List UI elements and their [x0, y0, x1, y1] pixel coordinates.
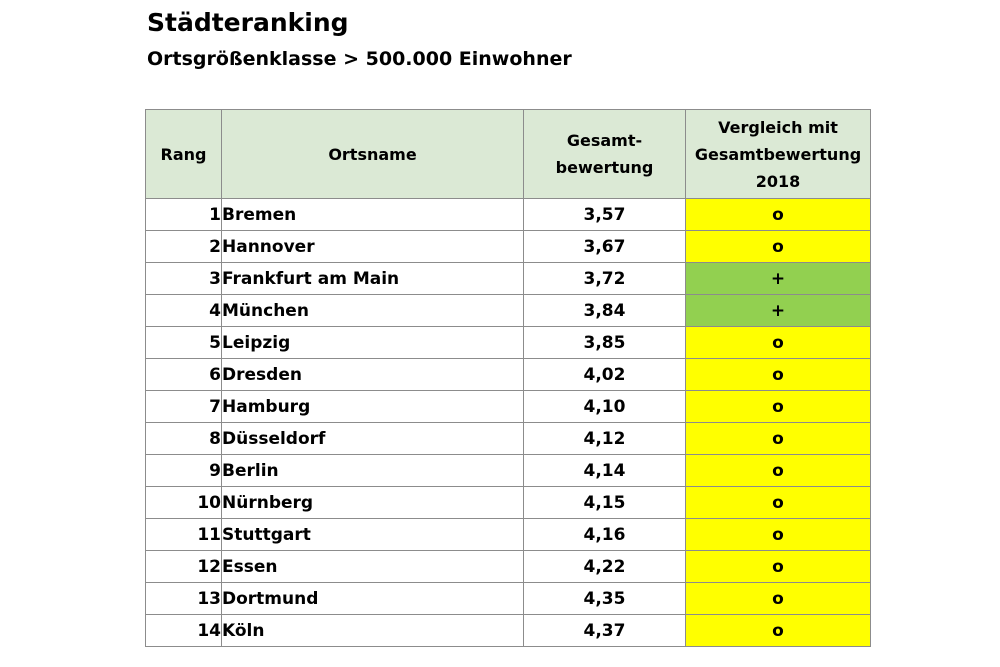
city-name-cell: Dresden [221, 358, 524, 391]
header-score: Gesamt- bewertung [523, 109, 686, 199]
table-row: 11 Stuttgart 4,16 o [145, 518, 871, 551]
comparison-cell: o [685, 614, 871, 647]
city-name-cell: Stuttgart [221, 518, 524, 551]
rank-cell: 3 [145, 262, 222, 295]
rank-cell: 11 [145, 518, 222, 551]
rank-cell: 9 [145, 454, 222, 487]
header-rank-label: Rang [160, 144, 207, 164]
city-name-cell: Bremen [221, 198, 524, 231]
table-row: 3 Frankfurt am Main 3,72 + [145, 262, 871, 295]
rank-cell: 7 [145, 390, 222, 423]
score-cell: 4,15 [523, 486, 686, 519]
city-name-cell: Leipzig [221, 326, 524, 359]
rank-cell: 1 [145, 198, 222, 231]
comparison-cell: o [685, 518, 871, 551]
header-score-line1: Gesamt- [566, 131, 643, 150]
table-row: 13 Dortmund 4,35 o [145, 582, 871, 615]
header-name-label: Ortsname [328, 144, 417, 164]
city-name-cell: Dortmund [221, 582, 524, 615]
table-row: 2 Hannover 3,67 o [145, 230, 871, 263]
comparison-cell: o [685, 550, 871, 583]
comparison-cell: o [685, 486, 871, 519]
score-cell: 4,10 [523, 390, 686, 423]
table-row: 5 Leipzig 3,85 o [145, 326, 871, 359]
rank-cell: 13 [145, 582, 222, 615]
city-name-cell: Düsseldorf [221, 422, 524, 455]
rank-cell: 2 [145, 230, 222, 263]
score-cell: 4,12 [523, 422, 686, 455]
score-cell: 4,16 [523, 518, 686, 551]
table-row: 10 Nürnberg 4,15 o [145, 486, 871, 519]
table-body: 1 Bremen 3,57 o 2 Hannover 3,67 o 3 Frankfurt am … [145, 198, 871, 647]
city-name-cell: München [221, 294, 524, 327]
table-row: 1 Bremen 3,57 o [145, 198, 871, 231]
score-cell: 4,14 [523, 454, 686, 487]
score-cell: 4,02 [523, 358, 686, 391]
score-cell: 3,84 [523, 294, 686, 327]
table-row: 7 Hamburg 4,10 o [145, 390, 871, 423]
city-ranking-table: Rang Ortsname Gesamt- bewertung Vergleic… [145, 109, 871, 647]
city-name-cell: Nürnberg [221, 486, 524, 519]
city-name-cell: Essen [221, 550, 524, 583]
rank-cell: 4 [145, 294, 222, 327]
comparison-cell: o [685, 230, 871, 263]
comparison-cell: o [685, 422, 871, 455]
header-cmp-line3: 2018 [755, 171, 801, 191]
comparison-cell: + [685, 262, 871, 295]
page-title: Städteranking [147, 8, 349, 37]
table-row: 8 Düsseldorf 4,12 o [145, 422, 871, 455]
city-name-cell: Hamburg [221, 390, 524, 423]
header-name: Ortsname [221, 109, 524, 199]
comparison-cell: o [685, 358, 871, 391]
city-name-cell: Hannover [221, 230, 524, 263]
comparison-cell: o [685, 390, 871, 423]
table-row: 4 München 3,84 + [145, 294, 871, 327]
score-cell: 3,72 [523, 262, 686, 295]
table-row: 14 Köln 4,37 o [145, 614, 871, 647]
rank-cell: 10 [145, 486, 222, 519]
city-name-cell: Köln [221, 614, 524, 647]
comparison-cell: o [685, 198, 871, 231]
rank-cell: 6 [145, 358, 222, 391]
table-row: 6 Dresden 4,02 o [145, 358, 871, 391]
comparison-cell: o [685, 454, 871, 487]
table-header: Rang Ortsname Gesamt- bewertung Vergleic… [145, 109, 871, 199]
rank-cell: 12 [145, 550, 222, 583]
header-cmp-line2: Gesamtbewertung [694, 144, 862, 164]
header-score-line2: bewertung [555, 158, 654, 177]
comparison-cell: o [685, 326, 871, 359]
header-comparison: Vergleich mit Gesamtbewertung 2018 [685, 109, 871, 199]
score-cell: 3,85 [523, 326, 686, 359]
rank-cell: 14 [145, 614, 222, 647]
header-rank: Rang [145, 109, 222, 199]
score-cell: 4,35 [523, 582, 686, 615]
table-row: 12 Essen 4,22 o [145, 550, 871, 583]
header-row: Rang Ortsname Gesamt- bewertung Vergleic… [145, 109, 871, 199]
score-cell: 4,37 [523, 614, 686, 647]
city-name-cell: Berlin [221, 454, 524, 487]
table-row: 9 Berlin 4,14 o [145, 454, 871, 487]
rank-cell: 8 [145, 422, 222, 455]
comparison-cell: o [685, 582, 871, 615]
header-cmp-line1: Vergleich mit [718, 117, 838, 137]
rank-cell: 5 [145, 326, 222, 359]
city-name-cell: Frankfurt am Main [221, 262, 524, 295]
comparison-cell: + [685, 294, 871, 327]
score-cell: 4,22 [523, 550, 686, 583]
score-cell: 3,57 [523, 198, 686, 231]
score-cell: 3,67 [523, 230, 686, 263]
page-subtitle: Ortsgrößenklasse > 500.000 Einwohner [147, 48, 572, 70]
